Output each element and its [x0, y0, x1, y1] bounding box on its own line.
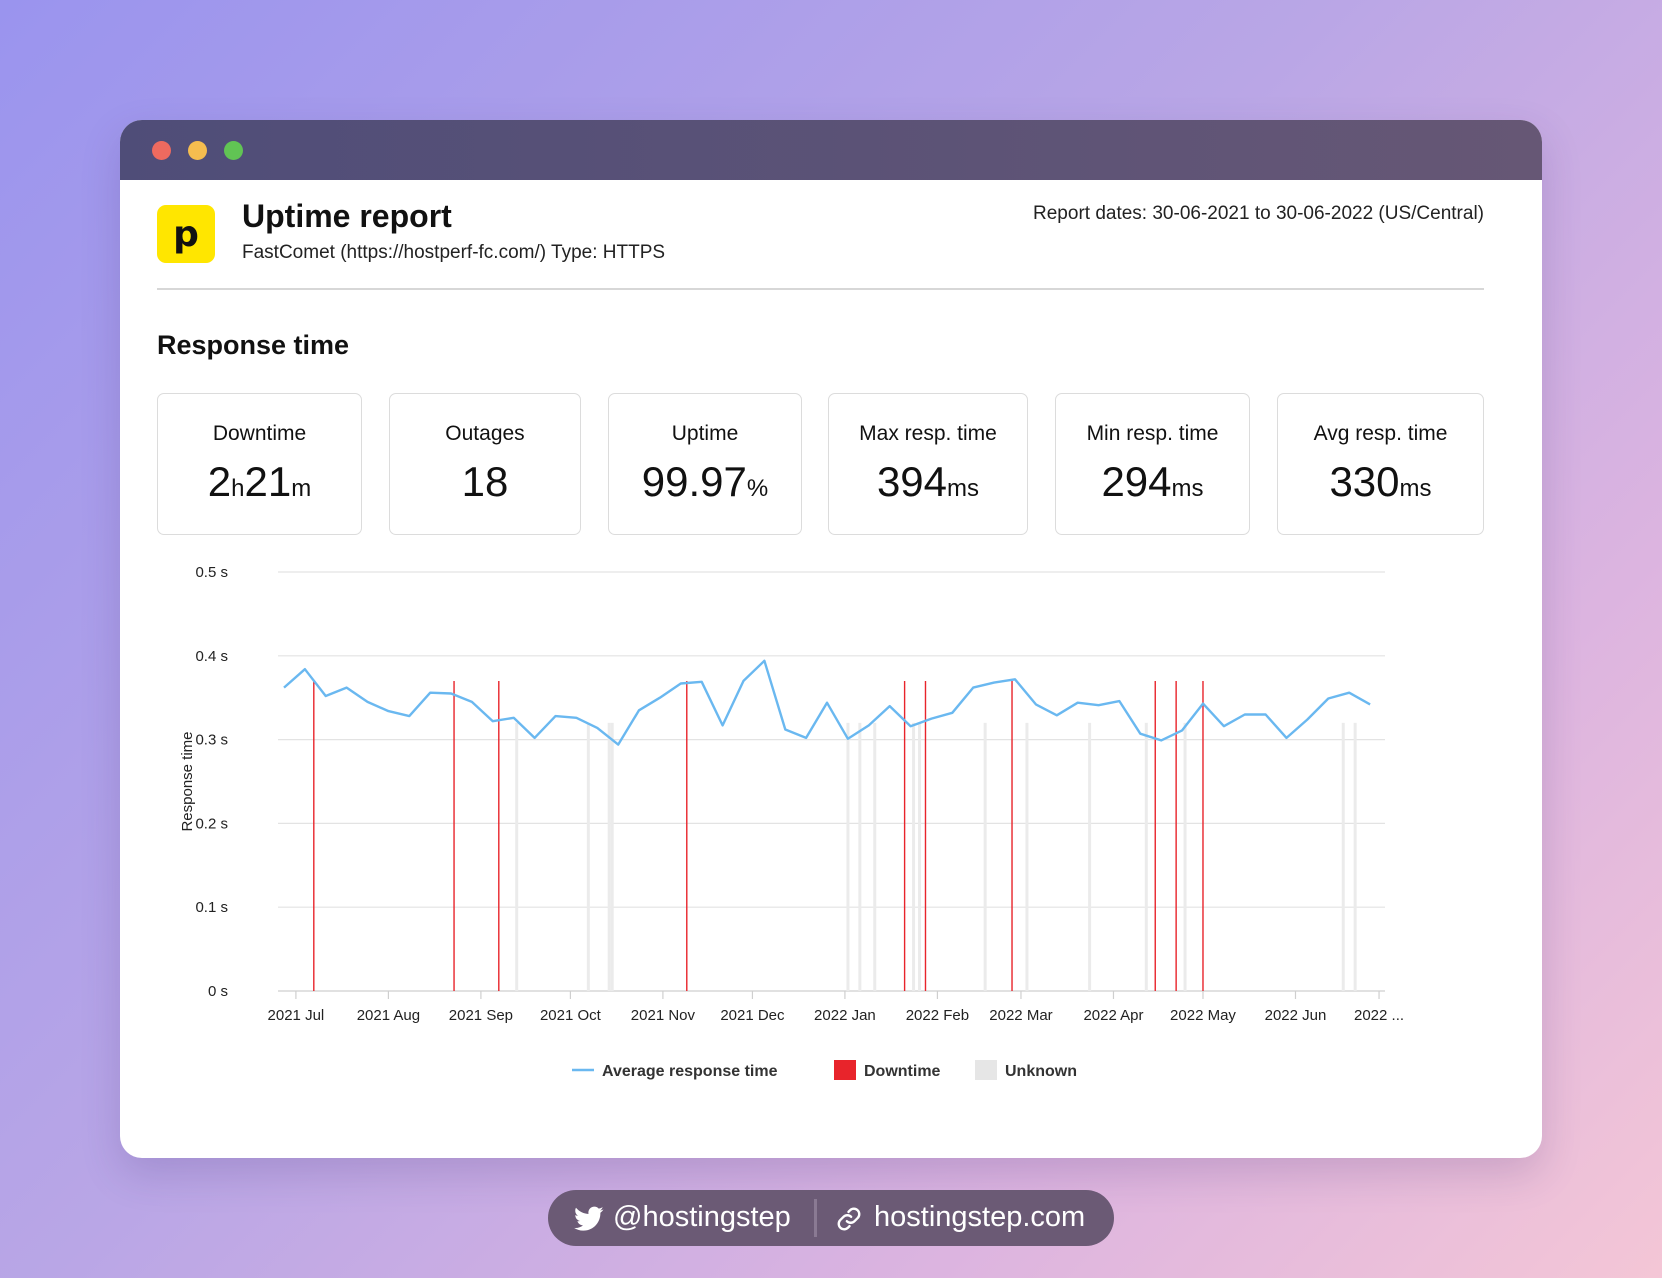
y-tick-label: 0.3 s: [195, 732, 228, 749]
legend-label: Average response time: [602, 1063, 778, 1080]
stat-unit: ms: [1399, 475, 1432, 502]
stat-label: Min resp. time: [1086, 422, 1219, 445]
legend-label: Downtime: [864, 1063, 941, 1080]
stat-label: Avg resp. time: [1313, 422, 1448, 445]
stat-card-uptime: Uptime 99.97%: [608, 393, 802, 535]
stat-card-min-resp: Min resp. time 294ms: [1055, 393, 1250, 535]
series-lines: [283, 659, 1371, 746]
svg-text:p: p: [173, 214, 199, 255]
unknown-bar: [1341, 722, 1345, 991]
unknown-bar: [918, 722, 922, 991]
stat-card-avg-resp: Avg resp. time 330ms: [1277, 393, 1484, 535]
unknown-bars: [515, 722, 1357, 991]
chart-grid: [278, 571, 1385, 992]
stat-label: Downtime: [212, 422, 307, 445]
x-tick-label: 2021 Dec: [720, 1007, 785, 1024]
legend-swatch: [834, 1060, 856, 1080]
stat-number: 394: [876, 458, 948, 505]
stat-value: 394ms: [829, 458, 1027, 506]
y-axis-label: Response time: [179, 731, 196, 831]
stat-number: 99.97: [641, 458, 747, 505]
app-logo: p: [157, 205, 215, 263]
close-window-button[interactable]: [152, 141, 171, 160]
maximize-window-button[interactable]: [224, 141, 243, 160]
y-tick-label: 0.2 s: [195, 815, 228, 832]
stat-card-max-resp: Max resp. time 394ms: [828, 393, 1028, 535]
stat-number: 330: [1329, 458, 1400, 505]
x-tick-label: 2022 ...: [1354, 1007, 1404, 1024]
x-tick-label: 2021 Sep: [449, 1007, 513, 1024]
x-tick-label: 2022 Jun: [1265, 1007, 1327, 1024]
stat-number: 21: [244, 458, 292, 505]
stat-unit: m: [291, 475, 312, 502]
report-dates: Report dates: 30-06-2021 to 30-06-2022 (…: [1033, 203, 1484, 224]
y-tick-label: 0.1 s: [195, 899, 228, 916]
stat-unit: ms: [947, 475, 980, 502]
footer-pill: @hostingstep hostingstep.com: [548, 1190, 1114, 1246]
stat-unit: h: [231, 475, 245, 502]
series-line: [283, 659, 1371, 746]
unknown-bar: [1353, 722, 1357, 991]
header-divider: [157, 288, 1484, 290]
stat-unit: ms: [1171, 475, 1204, 502]
stat-value: 18: [390, 458, 580, 506]
x-tick-label: 2022 Mar: [989, 1007, 1052, 1024]
minimize-window-button[interactable]: [188, 141, 207, 160]
stat-label: Outages: [445, 422, 525, 445]
chart-legend[interactable]: Average response time Downtime Unknown: [572, 1060, 1077, 1080]
y-tick-label: 0.4 s: [195, 648, 228, 665]
unknown-bar: [912, 722, 916, 991]
stat-unit: %: [746, 475, 769, 502]
stat-label: Max resp. time: [859, 422, 997, 445]
x-tick-label: 2022 Jan: [814, 1007, 876, 1024]
stat-value: 2h21m: [158, 458, 361, 506]
logo-icon: p: [173, 214, 199, 255]
section-title: Response time: [157, 330, 350, 360]
unknown-bar: [846, 722, 850, 991]
stat-number: 18: [461, 458, 509, 505]
stat-value: 294ms: [1056, 458, 1249, 506]
response-time-chart: 0 s 0.1 s 0.2 s 0.3 s 0.4 s 0.5 s Response tim…: [179, 564, 1404, 1080]
legend-swatch: [975, 1060, 997, 1080]
unknown-bar: [607, 722, 611, 991]
y-tick-label: 0.5 s: [195, 564, 228, 581]
unknown-bar: [873, 722, 877, 991]
monitor-subtitle: FastComet (https://hostperf-fc.com/) Typ…: [242, 242, 666, 263]
x-tick-label: 2022 May: [1170, 1007, 1236, 1024]
twitter-handle-link[interactable]: @hostingstep: [613, 1201, 791, 1233]
report-window: p Uptime report FastComet (https://hostp…: [120, 120, 1542, 1158]
downtime-bars: [313, 680, 1204, 991]
unknown-bar: [1025, 722, 1029, 991]
twitter-icon: [574, 1206, 604, 1231]
footer-separator: [814, 1199, 817, 1237]
legend-label: Unknown: [1005, 1063, 1077, 1080]
y-tick-label: 0 s: [208, 983, 228, 1000]
stat-value: 99.97%: [609, 458, 801, 506]
unknown-bar: [1183, 722, 1187, 991]
x-tick-label: 2021 Jul: [268, 1007, 325, 1024]
window-titlebar: [120, 120, 1542, 180]
unknown-bar: [610, 722, 614, 991]
stat-card-outages: Outages 18: [389, 393, 581, 535]
unknown-bar: [515, 722, 519, 991]
website-link[interactable]: hostingstep.com: [874, 1201, 1086, 1233]
unknown-bar: [983, 722, 987, 991]
page-title: Uptime report: [242, 198, 452, 234]
stat-label: Uptime: [671, 422, 739, 445]
x-tick-label: 2021 Aug: [357, 1007, 420, 1024]
stat-card-downtime: Downtime 2h21m: [157, 393, 362, 535]
unknown-bar: [586, 722, 590, 991]
x-tick-label: 2022 Apr: [1083, 1007, 1143, 1024]
stat-value: 330ms: [1278, 458, 1483, 506]
stat-number: 2: [207, 458, 232, 505]
unknown-bar: [1088, 722, 1092, 991]
link-icon: [837, 1207, 861, 1231]
chart-axes: 0 s 0.1 s 0.2 s 0.3 s 0.4 s 0.5 s Response tim…: [179, 564, 1404, 1024]
stat-number: 294: [1101, 458, 1172, 505]
x-tick-label: 2021 Oct: [540, 1007, 602, 1024]
x-tick-label: 2021 Nov: [631, 1007, 696, 1024]
x-tick-label: 2022 Feb: [906, 1007, 969, 1024]
unknown-bar: [858, 722, 862, 991]
unknown-bar: [1144, 722, 1148, 991]
